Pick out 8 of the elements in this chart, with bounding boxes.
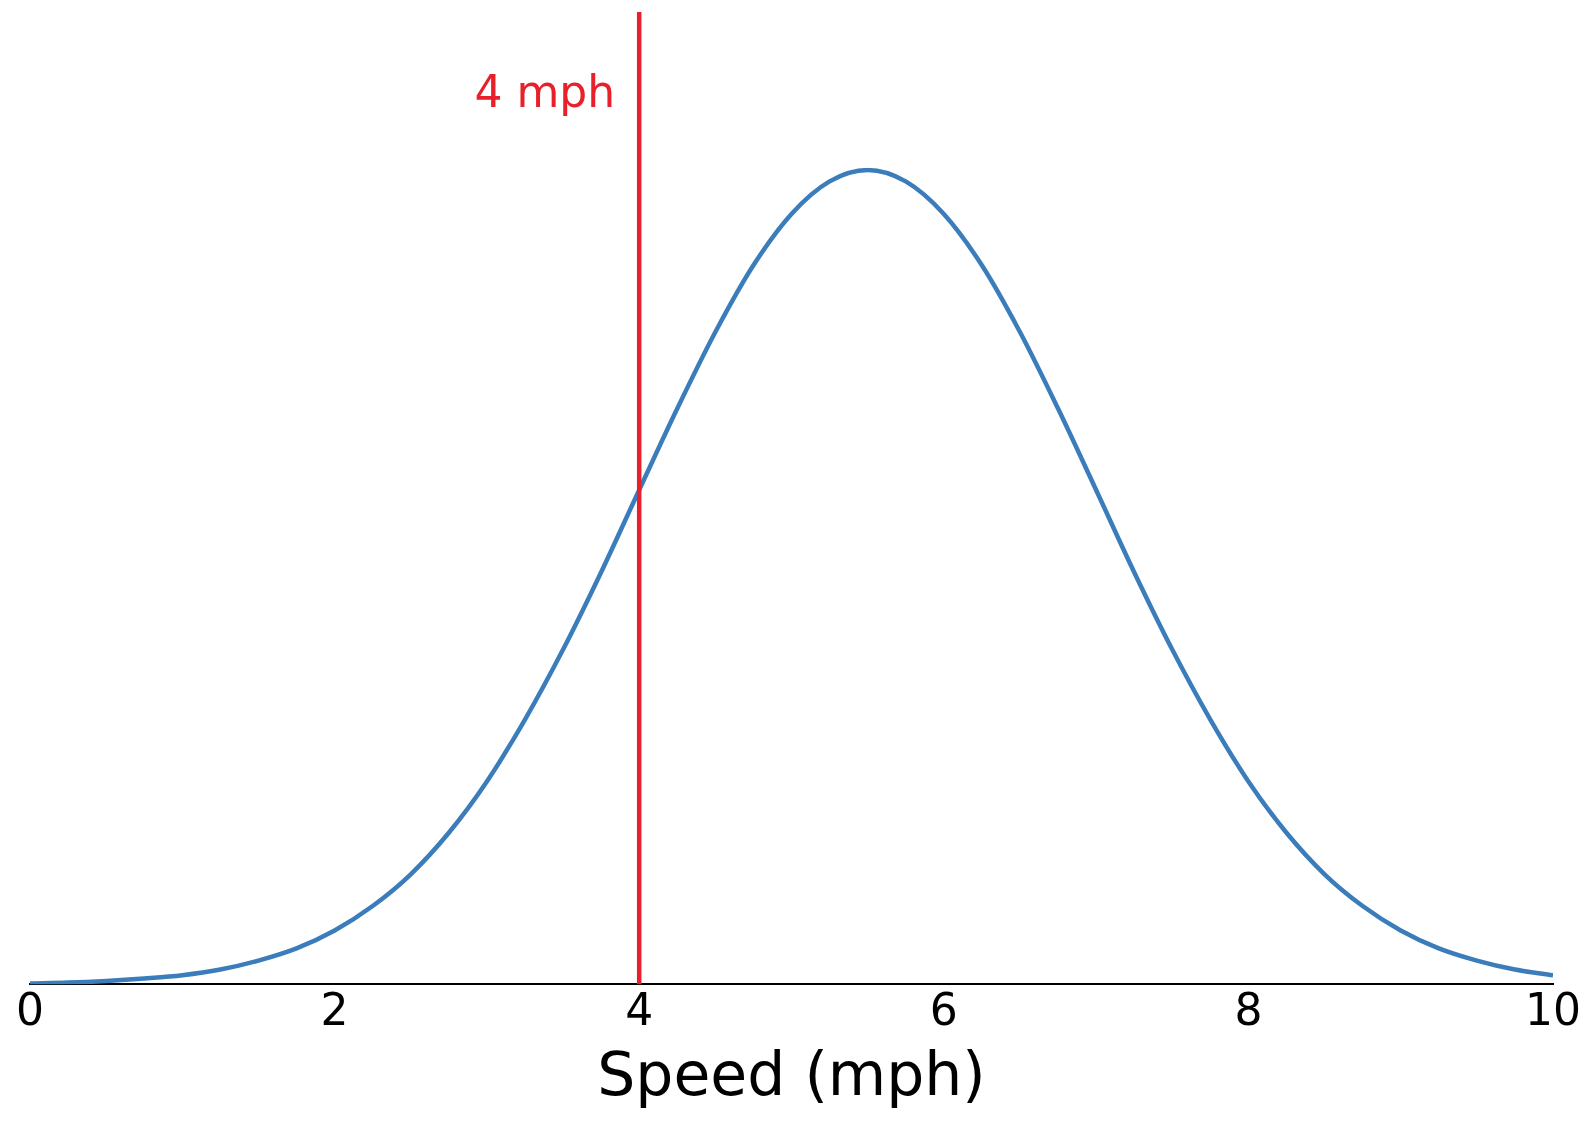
x-tick-label: 2 bbox=[320, 984, 349, 1036]
ref-line-label: 4 mph bbox=[474, 66, 616, 118]
x-tick-label: 6 bbox=[929, 984, 958, 1036]
x-axis-title: Speed (mph) bbox=[597, 1038, 986, 1109]
x-tick-label: 10 bbox=[1525, 984, 1581, 1036]
x-tick-label: 4 bbox=[625, 984, 654, 1036]
x-tick-label: 8 bbox=[1234, 984, 1263, 1036]
x-tick-label: 0 bbox=[16, 984, 44, 1036]
